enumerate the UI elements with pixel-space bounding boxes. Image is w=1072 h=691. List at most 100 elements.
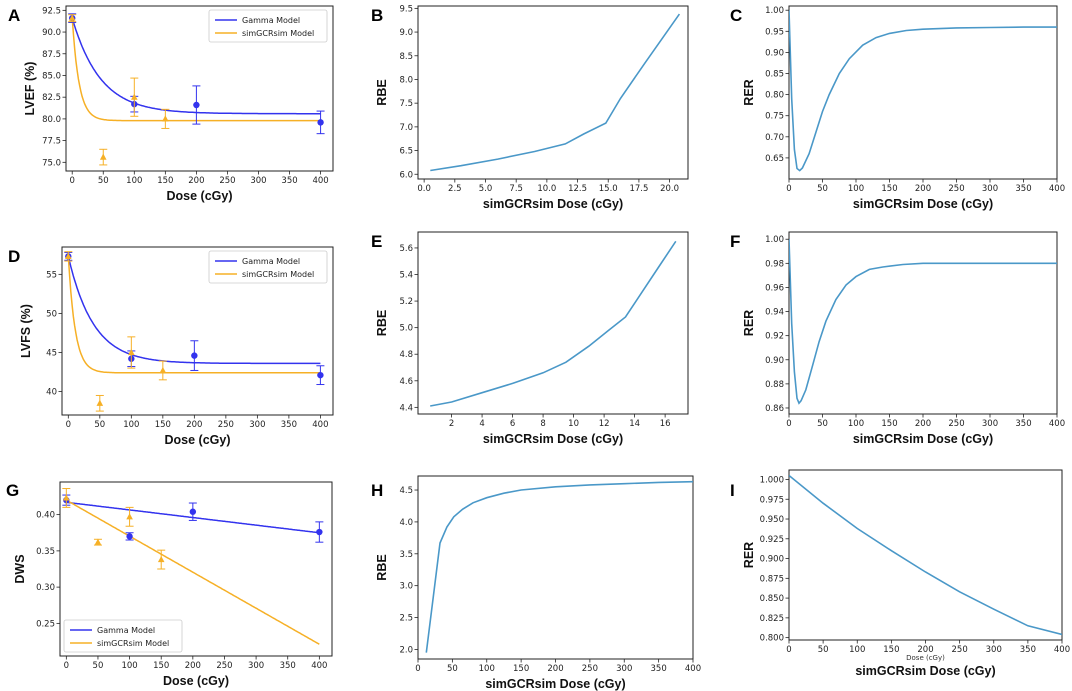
x-tick-label: 350 <box>281 420 297 430</box>
y-tick-label: 6.5 <box>399 147 413 157</box>
series-line-rbe <box>430 13 681 172</box>
x-tick-label: 400 <box>312 176 328 186</box>
y-tick-label: 0.35 <box>36 547 55 557</box>
x-tick-label: 350 <box>281 176 297 186</box>
x-tick-label: 200 <box>185 661 201 671</box>
plot-frame <box>61 246 334 416</box>
x-tick-label: 400 <box>685 664 701 674</box>
x-tick-label: 0 <box>786 184 791 194</box>
simgcrsim-fit-line <box>67 256 321 374</box>
x-tick-label: 400 <box>1049 419 1065 429</box>
x-tick-label: 2.5 <box>448 184 462 194</box>
y-tick-label: 3.0 <box>399 582 413 592</box>
y-tick-label: 0.80 <box>765 91 784 101</box>
simgcrsim-data-point <box>159 366 167 374</box>
x-tick-label: 350 <box>651 664 667 674</box>
x-tick-label: 200 <box>547 664 563 674</box>
x-tick-label: 200 <box>915 419 931 429</box>
x-tick-label: 2 <box>449 419 454 429</box>
panel-letter-E: E <box>371 232 382 251</box>
y-tick-label: 4.5 <box>399 486 413 496</box>
x-axis-sub-label: Dose (cGy) <box>906 654 945 662</box>
panel-letter-I: I <box>730 481 735 500</box>
y-tick-label: 4.6 <box>399 377 413 387</box>
x-tick-label: 20.0 <box>660 184 679 194</box>
x-tick-label: 50 <box>447 664 458 674</box>
x-tick-label: 12 <box>599 419 610 429</box>
panel-H: H 0 50 100 150 200 250 300 350 400 2.0 2.5 3.0 3.5 4.0… <box>371 475 701 691</box>
x-tick-label: 0 <box>415 664 420 674</box>
y-tick-label: 7.0 <box>399 123 413 133</box>
x-tick-label: 0.0 <box>417 184 431 194</box>
y-tick-label: 0.925 <box>760 535 784 545</box>
x-tick-label: 100 <box>848 184 864 194</box>
x-tick-label: 200 <box>917 645 933 655</box>
y-tick-label: 45 <box>46 348 57 358</box>
x-tick-label: 150 <box>155 420 171 430</box>
y-tick-label: 0.98 <box>765 259 784 269</box>
y-tick-label: 0.75 <box>765 112 784 122</box>
legend: Gamma Model simGCRsim Model <box>63 619 183 653</box>
x-tick-label: 50 <box>818 645 829 655</box>
x-tick-label: 200 <box>915 184 931 194</box>
x-axis-label: simGCRsim Dose (cGy) <box>853 197 993 211</box>
panel-letter-B: B <box>371 6 383 25</box>
x-axis-label: Dose (cGy) <box>167 189 233 203</box>
x-tick-label: 17.5 <box>629 184 648 194</box>
y-tick-label: 90.0 <box>42 28 61 38</box>
x-tick-label: 400 <box>1054 645 1070 655</box>
x-tick-label: 100 <box>848 419 864 429</box>
panel-B: B 0.0 2.5 5.0 7.5 10.0 12.5 15.0 17.5 20.0 6.0 6.5 7… <box>371 4 689 211</box>
simgcrsim-data-point <box>94 538 102 545</box>
y-tick-label: 5.0 <box>399 324 413 334</box>
x-tick-label: 100 <box>126 176 142 186</box>
x-tick-label: 150 <box>881 184 897 194</box>
x-tick-label: 200 <box>188 176 204 186</box>
y-tick-label: 8.5 <box>399 52 413 62</box>
y-tick-label: 92.5 <box>42 6 61 16</box>
y-tick-label: 0.975 <box>760 495 784 505</box>
y-tick-label: 0.875 <box>760 574 784 584</box>
y-tick-label: 0.40 <box>36 511 55 521</box>
gamma-data-point <box>126 533 133 540</box>
x-axis-label: Dose (cGy) <box>165 433 231 447</box>
y-tick-label: 9.5 <box>399 4 413 14</box>
y-tick-label: 0.95 <box>765 27 784 37</box>
y-tick-label: 5.2 <box>399 297 413 307</box>
legend: Gamma Model simGCRsim Model <box>208 250 328 284</box>
panel-A: A 0 50 100 150 200 250 300 350 400 75.0 77.5 80.0 82.… <box>8 5 334 203</box>
x-tick-label: 250 <box>948 184 964 194</box>
simgcrsim-data-point <box>157 555 165 563</box>
x-tick-label: 50 <box>94 420 105 430</box>
x-tick-label: 150 <box>883 645 899 655</box>
x-tick-label: 10 <box>568 419 579 429</box>
x-tick-label: 250 <box>218 420 234 430</box>
gamma-data-point <box>316 528 323 536</box>
y-tick-label: 55 <box>46 270 57 280</box>
simgcrsim-data-point <box>126 513 133 520</box>
legend-label: Gamma Model <box>242 16 300 25</box>
x-tick-label: 300 <box>248 661 264 671</box>
y-tick-label: 1.000 <box>760 475 784 485</box>
simgcrsim-data-point <box>131 93 138 100</box>
plot-frame <box>417 231 689 415</box>
y-tick-label: 40 <box>46 388 57 398</box>
panel-letter-C: C <box>730 6 742 25</box>
x-tick-label: 50 <box>817 184 828 194</box>
y-tick-label: 5.4 <box>399 271 413 281</box>
x-tick-label: 350 <box>1020 645 1036 655</box>
y-tick-label: 85.0 <box>42 71 61 81</box>
legend: Gamma Model simGCRsim Model <box>208 9 328 43</box>
x-tick-label: 250 <box>582 664 598 674</box>
x-tick-label: 0 <box>786 645 791 655</box>
y-axis-label: LVFS (%) <box>19 304 33 358</box>
panel-letter-G: G <box>6 481 19 500</box>
x-tick-label: 250 <box>952 645 968 655</box>
y-tick-label: 0.85 <box>765 70 784 80</box>
y-tick-label: 80.0 <box>42 115 61 125</box>
simgcrsim-fit-line <box>65 499 320 645</box>
x-tick-label: 8 <box>540 419 545 429</box>
y-tick-label: 5.6 <box>399 244 413 254</box>
y-tick-label: 0.65 <box>765 154 784 164</box>
